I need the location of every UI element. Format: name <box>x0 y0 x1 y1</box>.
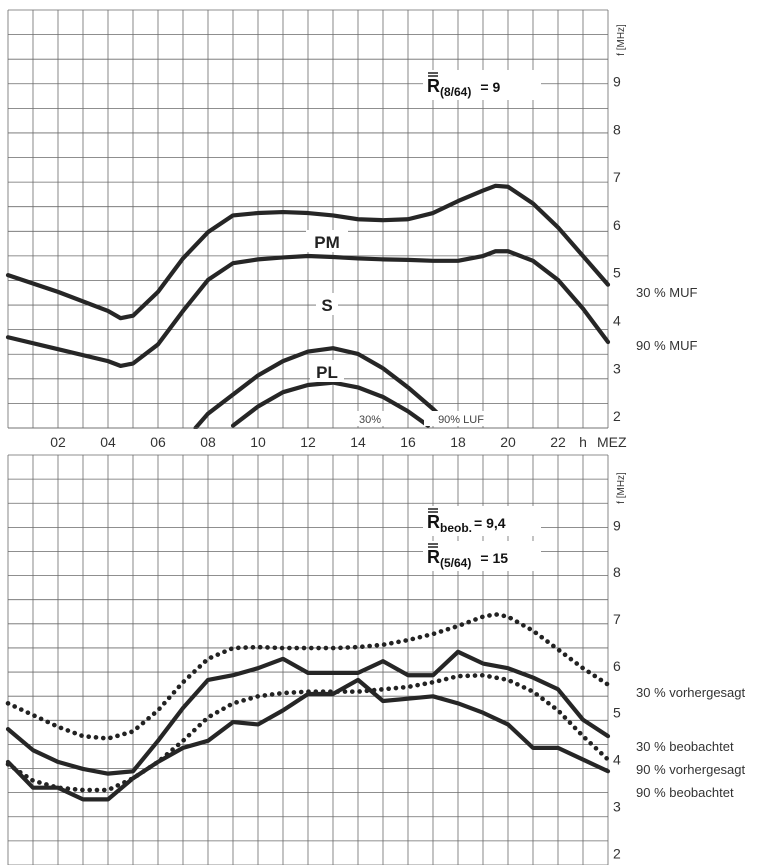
right-series-label: 30 % MUF <box>636 285 697 300</box>
y-tick-label: 2 <box>613 408 621 424</box>
series-line <box>5 649 611 776</box>
y-tick-label: 2 <box>613 845 621 861</box>
x-tick-label: 08 <box>200 434 216 450</box>
series-line <box>5 677 611 802</box>
y-tick-label: 4 <box>613 752 621 768</box>
y-unit-label: f [MHz] <box>616 472 627 504</box>
right-series-label: 90 % vorhergesagt <box>636 762 746 777</box>
y-tick-label: 3 <box>613 360 621 376</box>
label-bg <box>306 230 348 252</box>
label-bg <box>424 411 498 426</box>
x-tick-label: 06 <box>150 434 166 450</box>
annotation-subscript: (5/64) <box>440 556 471 570</box>
y-tick-label: 7 <box>613 611 621 627</box>
y-unit-label: f [MHz] <box>616 24 627 56</box>
luf-90-label: 90% LUF <box>438 414 484 426</box>
y-tick-label: 9 <box>613 74 621 90</box>
series-line <box>230 380 431 428</box>
r-annotation-forecast: R (5/64) = 15 <box>423 541 541 571</box>
annotation-symbol: R <box>427 76 440 96</box>
series-bot-1 <box>5 649 611 776</box>
series-line-dotted <box>5 611 611 741</box>
y-tick-label: 9 <box>613 517 621 533</box>
x-axis-strip-cover <box>0 429 764 454</box>
annotation-subscript: beob. <box>440 521 472 535</box>
top-panel-grid <box>7 9 609 429</box>
annotation-value: = 9 <box>480 79 500 95</box>
series-line-dotted <box>5 672 611 793</box>
y-tick-label: 6 <box>613 658 621 674</box>
series-top-3 <box>230 380 431 428</box>
curve-label-pl: PL <box>316 363 338 382</box>
x-tick-label: 10 <box>250 434 266 450</box>
x-unit-label: h <box>579 434 587 450</box>
series-bot-0 <box>5 611 611 741</box>
annotation-bg <box>423 541 541 571</box>
curve-label-s: S <box>321 296 332 315</box>
x-tick-label: 16 <box>400 434 416 450</box>
y-tick-label: 8 <box>613 564 621 580</box>
right-series-label: 30 % beobachtet <box>636 739 734 754</box>
label-bg <box>316 293 338 315</box>
y-tick-label: 7 <box>613 169 621 185</box>
y-tick-label: 6 <box>613 217 621 233</box>
series-top-1 <box>5 249 611 368</box>
y-tick-label: 5 <box>613 705 621 721</box>
right-series-label: 90 % MUF <box>636 338 697 353</box>
annotation-subscript: (8/64) <box>440 85 471 99</box>
label-bg <box>310 360 344 382</box>
x-tick-label: 22 <box>550 434 566 450</box>
label-layer: 02 04 06 08 10 12 14 16 18 20 22 h MEZ 2 3 4 5 6 7 8 9 f [MHz… <box>50 24 745 861</box>
series-bot-2 <box>5 672 611 793</box>
x-tick-label: 12 <box>300 434 316 450</box>
y-tick-label: 5 <box>613 265 621 281</box>
annotation-value: = 15 <box>480 550 508 566</box>
series-line <box>5 249 611 368</box>
label-bg <box>355 411 385 426</box>
series-top-2 <box>193 346 448 431</box>
right-series-label: 90 % beobachtet <box>636 785 734 800</box>
x-tick-label: 14 <box>350 434 366 450</box>
annotation-symbol: R <box>427 512 440 532</box>
y-tick-label: 3 <box>613 798 621 814</box>
x-suffix-label: MEZ <box>597 434 627 450</box>
luf-30-label: 30% <box>359 414 381 426</box>
annotation-bg <box>423 70 541 100</box>
annotation-value: = 9,4 <box>474 515 506 531</box>
right-series-label: 30 % vorhergesagt <box>636 685 746 700</box>
annotation-symbol: R <box>427 547 440 567</box>
y-tick-label: 8 <box>613 121 621 137</box>
series-layer <box>0 183 764 802</box>
y-tick-label: 4 <box>613 313 621 329</box>
series-line <box>5 183 611 321</box>
x-tick-label: 02 <box>50 434 66 450</box>
r-annotation-top: R (8/64) = 9 <box>423 70 541 100</box>
x-tick-label: 18 <box>450 434 466 450</box>
series-line <box>193 346 448 431</box>
x-tick-label: 20 <box>500 434 516 450</box>
x-tick-label: 04 <box>100 434 116 450</box>
series-bot-3 <box>5 677 611 802</box>
series-top-0 <box>5 183 611 321</box>
curve-label-pm: PM <box>314 233 340 252</box>
annotation-bg <box>423 506 541 536</box>
